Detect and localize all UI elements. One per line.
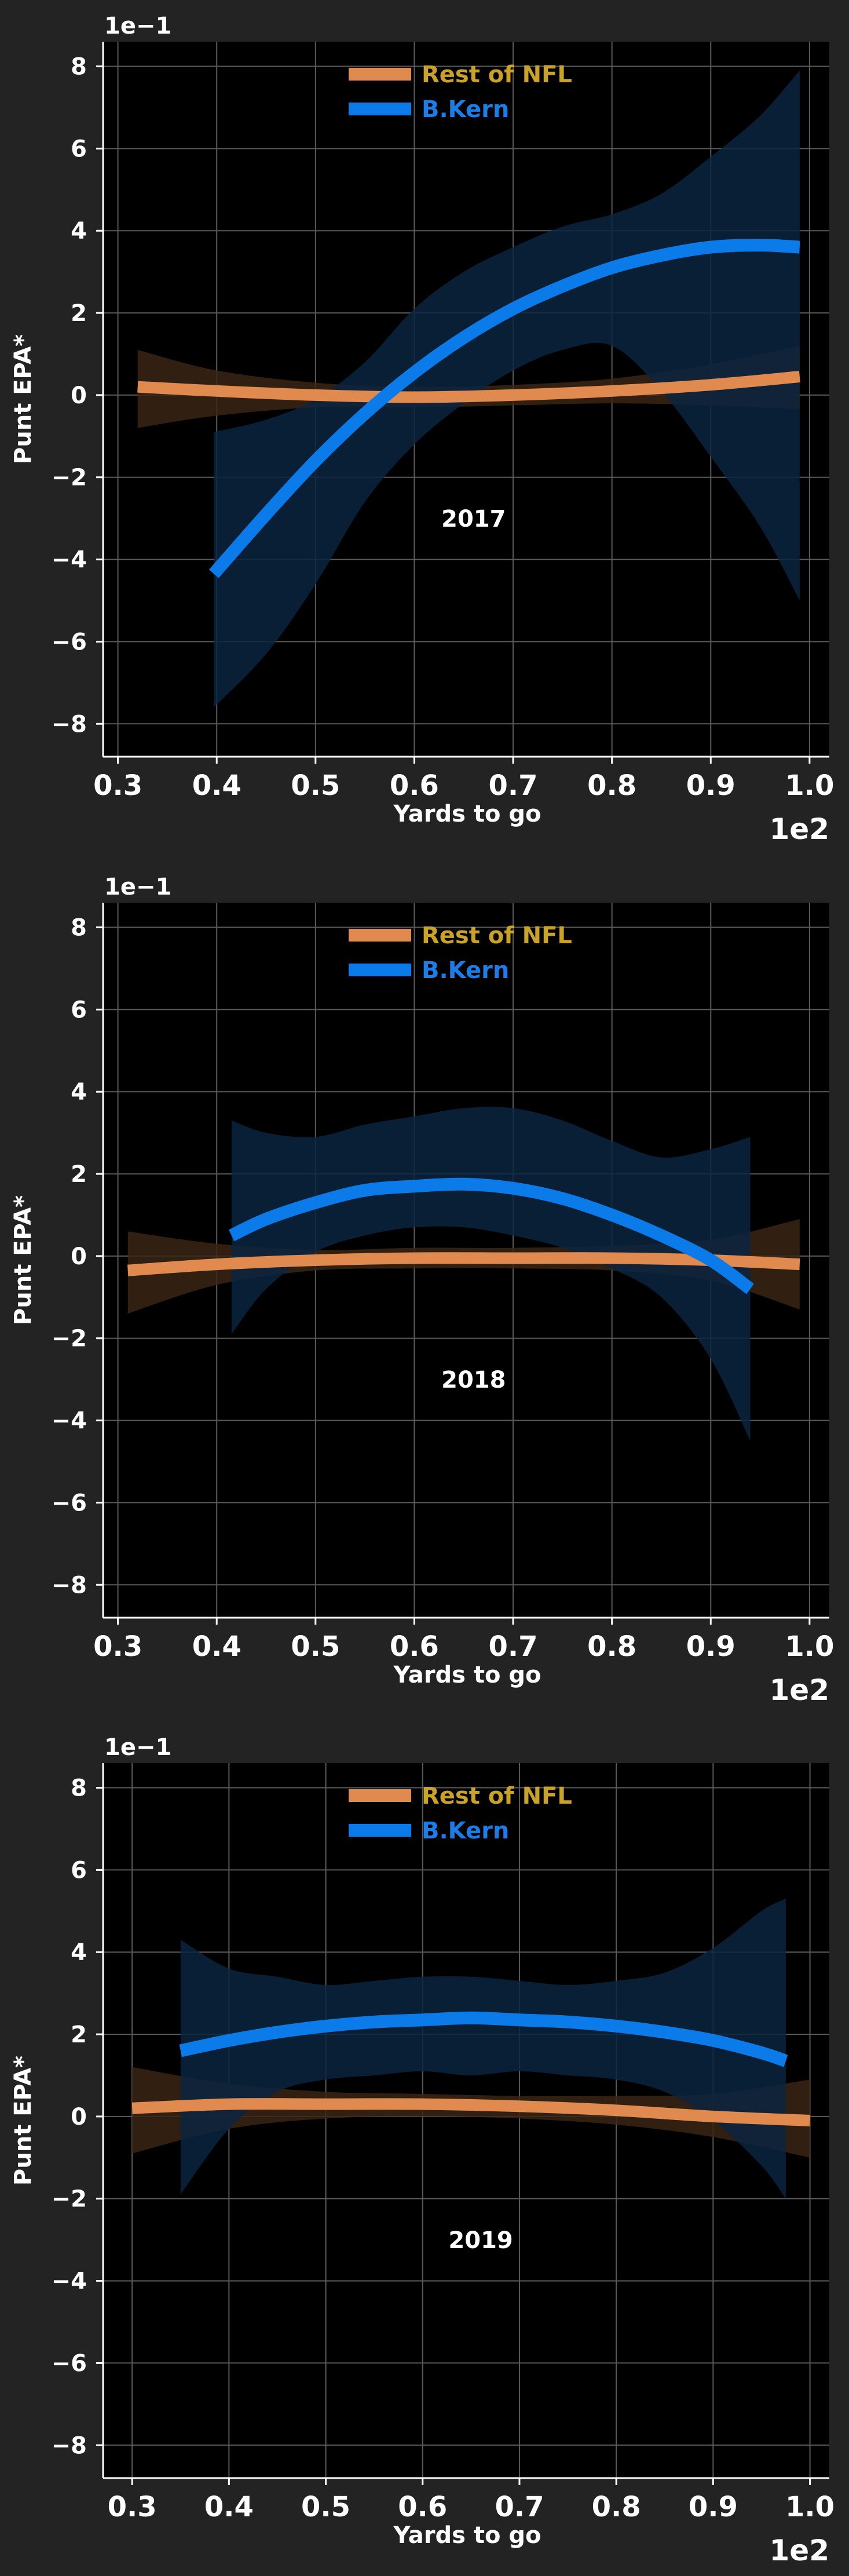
y-tick-label: 6 bbox=[71, 997, 87, 1023]
legend-label-rest-of-nfl: Rest of NFL bbox=[422, 1783, 572, 1809]
y-tick-label: −8 bbox=[52, 1572, 87, 1599]
y-tick-label: −2 bbox=[52, 465, 87, 491]
series-line-rest-of-nfl bbox=[137, 371, 800, 403]
x-tick-label: 0.5 bbox=[291, 1630, 340, 1663]
y-tick-label: 8 bbox=[71, 54, 87, 81]
y-offset-label: 1e−1 bbox=[104, 874, 171, 900]
y-tick-label: −2 bbox=[52, 2186, 87, 2213]
y-offset-label: 1e−1 bbox=[104, 1734, 171, 1761]
x-tick-label: 0.7 bbox=[495, 2491, 544, 2523]
x-tick-label: 0.3 bbox=[108, 2491, 157, 2523]
y-tick-label: 0 bbox=[71, 382, 87, 409]
x-tick-label: 0.4 bbox=[192, 1630, 241, 1663]
y-axis-label: Punt EPA* bbox=[10, 2056, 36, 2185]
x-offset-label: 1e2 bbox=[770, 2534, 830, 2567]
y-tick-label: −6 bbox=[52, 629, 87, 655]
y-tick-label: −2 bbox=[52, 1326, 87, 1352]
x-tick-label: 0.8 bbox=[587, 1630, 636, 1663]
chart-panel-2019: 0.3 0.4 0.5 0.6 0.7 0.8 0.9 1.0 −8 −6 −4 −2 0 2 4 6 8 1e−… bbox=[10, 1734, 835, 2567]
y-tick-label: −8 bbox=[52, 2432, 87, 2459]
x-axis-label: Yards to go bbox=[393, 801, 541, 827]
series-line-rest-of-nfl bbox=[131, 2098, 811, 2126]
year-annotation: 2019 bbox=[448, 2227, 513, 2254]
ci-band-rest-of-nfl bbox=[127, 1219, 800, 1314]
y-tick-label: −4 bbox=[52, 2268, 87, 2295]
x-offset-label: 1e2 bbox=[770, 1673, 830, 1707]
y-tick-label: −4 bbox=[52, 1408, 87, 1435]
y-tick-label: −6 bbox=[52, 1490, 87, 1516]
y-tick-label: 2 bbox=[71, 300, 87, 327]
x-tick-label: 0.6 bbox=[390, 1630, 439, 1663]
y-axis-label: Punt EPA* bbox=[10, 1195, 36, 1325]
y-tick-label: 4 bbox=[71, 218, 87, 245]
x-tick-label: 0.3 bbox=[93, 1630, 142, 1663]
y-tick-label: 4 bbox=[71, 1939, 87, 1966]
x-tick-label: 0.9 bbox=[686, 769, 735, 802]
x-tick-label: 0.4 bbox=[192, 769, 241, 802]
legend-label-kern: B.Kern bbox=[422, 1818, 509, 1844]
y-tick-label: 8 bbox=[71, 915, 87, 942]
x-tick-label: 1.0 bbox=[785, 769, 834, 802]
series-line-kern bbox=[228, 1177, 755, 1294]
y-tick-label: −8 bbox=[52, 711, 87, 738]
legend-label-rest-of-nfl: Rest of NFL bbox=[422, 922, 572, 949]
series-line-kern bbox=[179, 2011, 788, 2067]
x-tick-label: 0.8 bbox=[592, 2491, 641, 2523]
ci-band-kern bbox=[180, 1899, 786, 2199]
y-tick-label: −4 bbox=[52, 547, 87, 574]
y-tick-label: 6 bbox=[71, 136, 87, 162]
legend-label-kern: B.Kern bbox=[422, 957, 509, 984]
y-tick-label: 0 bbox=[71, 2104, 87, 2130]
x-tick-label: 0.7 bbox=[489, 1630, 538, 1663]
x-tick-label: 1.0 bbox=[785, 1630, 834, 1663]
chart-panel-2018: 0.3 0.4 0.5 0.6 0.7 0.8 0.9 1.0 −8 −6 −4 −2 0 2 4 6 8 1e−… bbox=[10, 874, 834, 1707]
x-tick-label: 0.5 bbox=[291, 769, 340, 802]
y-tick-label: 8 bbox=[71, 1775, 87, 1802]
x-tick-label: 0.9 bbox=[689, 2491, 738, 2523]
legend-label-kern: B.Kern bbox=[422, 96, 509, 123]
series-line-kern bbox=[208, 239, 800, 578]
x-offset-label: 1e2 bbox=[770, 812, 830, 846]
x-tick-label: 0.5 bbox=[301, 2491, 350, 2523]
y-tick-label: 4 bbox=[71, 1079, 87, 1105]
y-tick-label: 2 bbox=[71, 1161, 87, 1188]
ci-band-rest-of-nfl bbox=[132, 2067, 810, 2158]
y-offset-label: 1e−1 bbox=[104, 13, 171, 39]
x-tick-label: 0.6 bbox=[390, 769, 439, 802]
x-tick-label: 0.9 bbox=[686, 1630, 735, 1663]
y-tick-label: 0 bbox=[71, 1243, 87, 1270]
x-axis-label: Yards to go bbox=[393, 2522, 541, 2549]
x-tick-label: 0.8 bbox=[587, 769, 636, 802]
y-tick-label: −6 bbox=[52, 2350, 87, 2377]
legend-label-rest-of-nfl: Rest of NFL bbox=[422, 61, 572, 88]
y-axis-label: Punt EPA* bbox=[10, 334, 36, 464]
year-annotation: 2018 bbox=[441, 1367, 506, 1393]
x-tick-label: 0.4 bbox=[204, 2491, 254, 2523]
x-tick-label: 1.0 bbox=[785, 2491, 835, 2523]
x-axis-label: Yards to go bbox=[393, 1662, 541, 1688]
ci-band-kern bbox=[214, 70, 800, 707]
y-tick-label: 6 bbox=[71, 1857, 87, 1884]
chart-panel-2017: 0.3 0.4 0.5 0.6 0.7 0.8 0.9 1.0 −8 −6 −4 −2 0 2 4 6 8 1e−… bbox=[10, 13, 834, 846]
x-tick-label: 0.7 bbox=[489, 769, 538, 802]
x-tick-label: 0.6 bbox=[398, 2491, 447, 2523]
year-annotation: 2017 bbox=[441, 506, 506, 532]
series-line-rest-of-nfl bbox=[127, 1252, 800, 1276]
x-tick-label: 0.3 bbox=[93, 769, 142, 802]
y-tick-label: 2 bbox=[71, 2022, 87, 2048]
